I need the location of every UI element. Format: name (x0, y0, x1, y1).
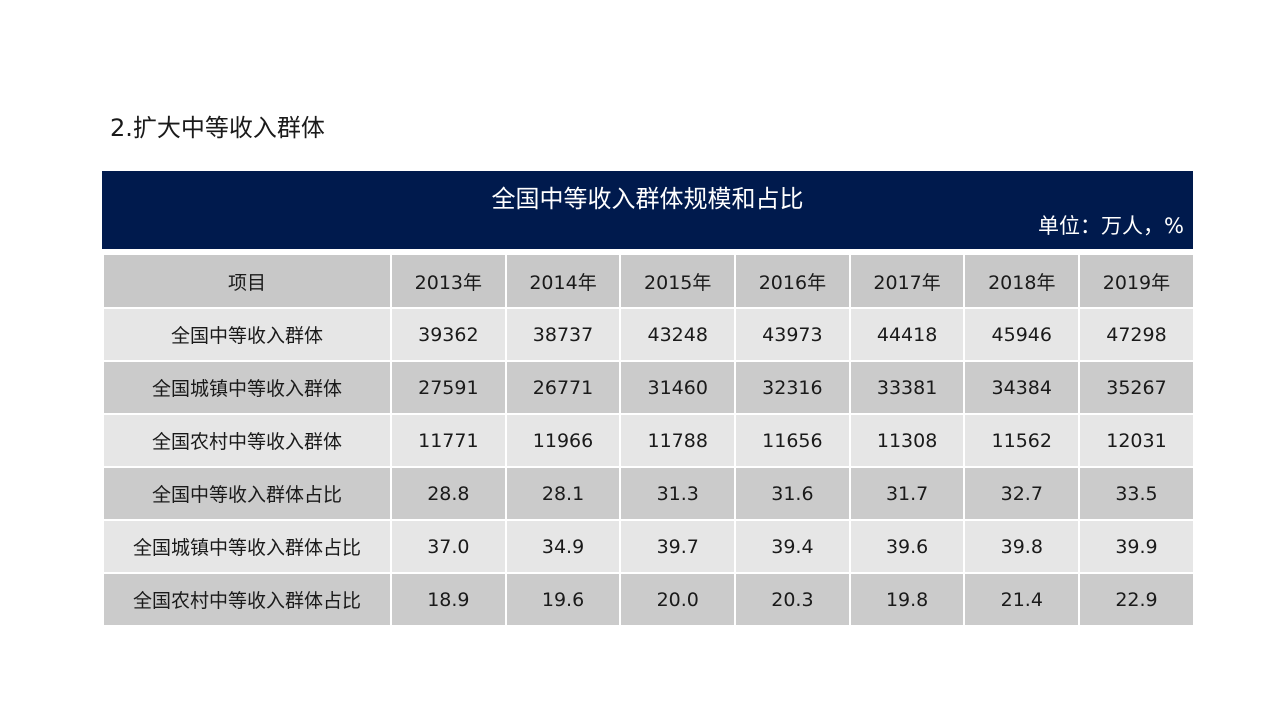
table-cell: 32316 (734, 360, 851, 415)
table-cell: 11308 (848, 413, 966, 468)
table-cell: 20.0 (619, 572, 737, 627)
table-title: 全国中等收入群体规模和占比 (491, 185, 804, 213)
row-label: 全国城镇中等收入群体占比 (102, 519, 392, 574)
caption-spacer (102, 249, 1193, 253)
table-cell: 31460 (619, 360, 737, 415)
section-title: 2.扩大中等收入群体 (110, 114, 325, 142)
table-cell: 11562 (963, 413, 1081, 468)
table-cell: 44418 (848, 307, 966, 362)
table-cell: 38737 (504, 307, 622, 362)
table-cell: 31.7 (848, 466, 966, 521)
table-cell: 45946 (963, 307, 1081, 362)
table-cell: 43973 (734, 307, 851, 362)
table-cell: 39.8 (963, 519, 1081, 574)
table-cell: 26771 (504, 360, 622, 415)
table-cell: 11788 (619, 413, 737, 468)
table-cell: 19.8 (848, 572, 966, 627)
table-caption-bar: 全国中等收入群体规模和占比 单位：万人，% (102, 171, 1193, 249)
table-cell: 33.5 (1078, 466, 1195, 521)
table-cell: 31.3 (619, 466, 737, 521)
row-label: 全国农村中等收入群体占比 (102, 572, 392, 627)
table-row: 全国中等收入群体 39362 38737 43248 43973 44418 4… (102, 307, 1195, 362)
table-cell: 34384 (963, 360, 1081, 415)
header-cell-2015: 2015年 (619, 253, 737, 309)
header-cell-2016: 2016年 (734, 253, 851, 309)
header-cell-2014: 2014年 (504, 253, 622, 309)
table-cell: 28.8 (390, 466, 507, 521)
table-cell: 18.9 (390, 572, 507, 627)
data-table: 项目 2013年 2014年 2015年 2016年 2017年 2018年 2… (102, 253, 1195, 627)
header-cell-2017: 2017年 (848, 253, 966, 309)
table-cell: 34.9 (504, 519, 622, 574)
table-cell: 20.3 (734, 572, 851, 627)
table-cell: 32.7 (963, 466, 1081, 521)
table-cell: 11771 (390, 413, 507, 468)
table-cell: 11966 (504, 413, 622, 468)
table-cell: 39.9 (1078, 519, 1195, 574)
header-row: 项目 2013年 2014年 2015年 2016年 2017年 2018年 2… (102, 253, 1195, 309)
table-cell: 43248 (619, 307, 737, 362)
table-cell: 47298 (1078, 307, 1195, 362)
table-cell: 39.7 (619, 519, 737, 574)
table-cell: 12031 (1078, 413, 1195, 468)
table-row: 全国农村中等收入群体 11771 11966 11788 11656 11308… (102, 413, 1195, 468)
table-cell: 28.1 (504, 466, 622, 521)
income-table: 全国中等收入群体规模和占比 单位：万人，% 项目 2013年 2014年 201… (102, 171, 1195, 627)
table-cell: 37.0 (390, 519, 507, 574)
header-cell-item: 项目 (102, 253, 392, 309)
table-cell: 31.6 (734, 466, 851, 521)
table-cell: 39.4 (734, 519, 851, 574)
table-row: 全国中等收入群体占比 28.8 28.1 31.3 31.6 31.7 32.7… (102, 466, 1195, 521)
row-label: 全国中等收入群体 (102, 307, 392, 362)
table-cell: 19.6 (504, 572, 622, 627)
row-label: 全国农村中等收入群体 (102, 413, 392, 468)
table-unit: 单位：万人，% (1038, 214, 1184, 238)
table-row: 全国农村中等收入群体占比 18.9 19.6 20.0 20.3 19.8 21… (102, 572, 1195, 627)
table-cell: 22.9 (1078, 572, 1195, 627)
table-row: 全国城镇中等收入群体占比 37.0 34.9 39.7 39.4 39.6 39… (102, 519, 1195, 574)
table-row: 全国城镇中等收入群体 27591 26771 31460 32316 33381… (102, 360, 1195, 415)
row-label: 全国城镇中等收入群体 (102, 360, 392, 415)
header-cell-2019: 2019年 (1078, 253, 1195, 309)
table-cell: 33381 (848, 360, 966, 415)
table-cell: 39362 (390, 307, 507, 362)
table-cell: 35267 (1078, 360, 1195, 415)
table-cell: 27591 (390, 360, 507, 415)
table-cell: 39.6 (848, 519, 966, 574)
table-cell: 11656 (734, 413, 851, 468)
row-label: 全国中等收入群体占比 (102, 466, 392, 521)
header-cell-2018: 2018年 (963, 253, 1081, 309)
header-cell-2013: 2013年 (390, 253, 507, 309)
table-cell: 21.4 (963, 572, 1081, 627)
